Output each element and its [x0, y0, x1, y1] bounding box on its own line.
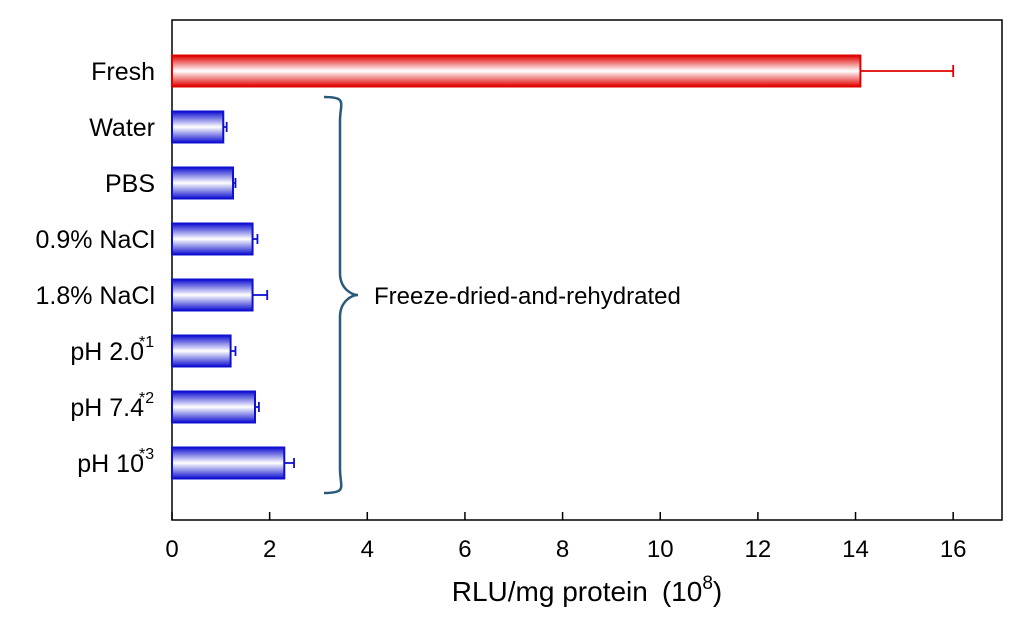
category-label-6: pH 7.4 [70, 394, 144, 422]
curly-brace [323, 95, 359, 495]
x-tick-label-1: 2 [263, 536, 276, 563]
category-label-1: Water [89, 114, 155, 142]
bar-7 [171, 446, 286, 480]
bar-4 [171, 278, 254, 312]
category-label-3: 0.9% NaCl [36, 226, 156, 254]
x-axis-label-main: RLU/mg protein [452, 576, 648, 607]
category-label-2: PBS [105, 170, 155, 198]
category-footnote-5: *1 [139, 334, 154, 351]
x-ticks-group: 0 2 4 6 8 10 12 14 16 [165, 512, 967, 563]
category-label-0: Fresh [91, 58, 155, 86]
x-axis-label: RLU/mg protein (108) [452, 573, 722, 607]
x-tick-label-6: 12 [745, 536, 772, 563]
bar-0 [171, 54, 862, 88]
x-axis-label-unit-exp: 8 [702, 573, 713, 594]
category-label-7: pH 10 [77, 450, 144, 478]
category-footnote-7: *3 [139, 446, 154, 463]
bar-5 [171, 334, 232, 368]
x-tick-label-8: 16 [940, 536, 967, 563]
x-tick-label-0: 0 [165, 536, 178, 563]
x-tick-label-4: 8 [556, 536, 569, 563]
bar-3 [171, 222, 254, 256]
bar-2 [171, 166, 235, 200]
category-label-4: 1.8% NaCl [36, 282, 156, 310]
x-axis-label-unit-base: 10 [671, 576, 702, 607]
bars-group [171, 54, 862, 480]
x-tick-label-3: 6 [458, 536, 471, 563]
bar-1 [171, 110, 225, 144]
category-labels-group: Fresh Water PBS 0.9% NaCl 1.8% NaCl pH 2.0*1 p… [36, 58, 156, 478]
x-tick-label-7: 14 [842, 536, 869, 563]
x-tick-label-5: 10 [647, 536, 674, 563]
category-footnote-6: *2 [139, 390, 154, 407]
error-bars-group [223, 65, 955, 468]
category-label-5: pH 2.0 [70, 338, 144, 366]
plot-frame [171, 19, 1003, 521]
x-tick-label-2: 4 [361, 536, 374, 563]
bar-6 [171, 390, 256, 424]
annotation-text: Freeze-dried-and-rehydrated [374, 283, 681, 310]
